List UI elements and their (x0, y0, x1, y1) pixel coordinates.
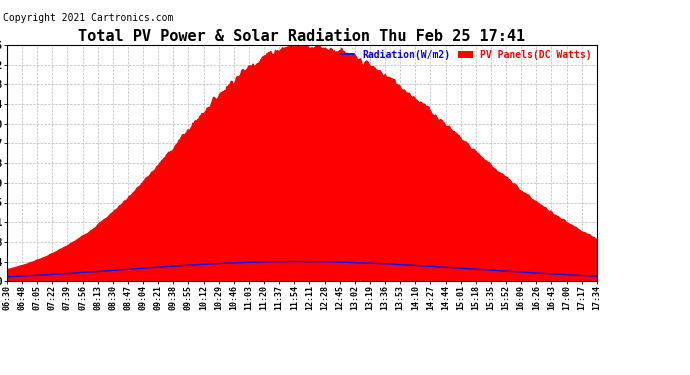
Legend: Radiation(W/m2), PV Panels(DC Watts): Radiation(W/m2), PV Panels(DC Watts) (339, 50, 592, 60)
Title: Total PV Power & Solar Radiation Thu Feb 25 17:41: Total PV Power & Solar Radiation Thu Feb… (78, 29, 526, 44)
Text: Copyright 2021 Cartronics.com: Copyright 2021 Cartronics.com (3, 13, 174, 23)
